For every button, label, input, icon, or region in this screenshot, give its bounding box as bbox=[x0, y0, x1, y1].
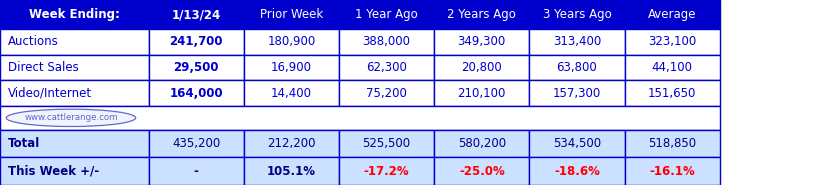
Bar bbox=[244, 130, 339, 157]
Text: 210,100: 210,100 bbox=[458, 87, 506, 100]
Bar bbox=[0, 157, 149, 185]
Text: Prior Week: Prior Week bbox=[260, 8, 323, 21]
Text: 16,900: 16,900 bbox=[271, 61, 312, 74]
Text: 180,900: 180,900 bbox=[267, 36, 316, 48]
Bar bbox=[339, 157, 434, 185]
Text: 241,700: 241,700 bbox=[170, 36, 223, 48]
Bar bbox=[149, 80, 244, 106]
Bar bbox=[149, 55, 244, 80]
Bar bbox=[529, 80, 625, 106]
Text: 525,500: 525,500 bbox=[362, 137, 411, 150]
Text: -16.1%: -16.1% bbox=[650, 165, 695, 178]
Bar bbox=[434, 130, 529, 157]
Bar bbox=[149, 0, 244, 29]
Bar bbox=[0, 0, 149, 29]
Bar bbox=[625, 157, 720, 185]
Bar bbox=[339, 0, 434, 29]
Text: 534,500: 534,500 bbox=[553, 137, 601, 150]
Text: 62,300: 62,300 bbox=[367, 61, 407, 74]
Ellipse shape bbox=[7, 109, 135, 127]
Bar bbox=[0, 106, 720, 130]
Bar bbox=[0, 80, 149, 106]
Bar bbox=[625, 130, 720, 157]
Text: 1/13/24: 1/13/24 bbox=[172, 8, 220, 21]
Bar bbox=[0, 29, 149, 55]
Text: 105.1%: 105.1% bbox=[267, 165, 316, 178]
Bar bbox=[529, 130, 625, 157]
Bar bbox=[339, 29, 434, 55]
Bar bbox=[339, 80, 434, 106]
Text: 580,200: 580,200 bbox=[458, 137, 506, 150]
Text: 44,100: 44,100 bbox=[651, 61, 693, 74]
Text: -17.2%: -17.2% bbox=[364, 165, 409, 178]
Bar bbox=[244, 29, 339, 55]
Bar bbox=[625, 0, 720, 29]
Bar bbox=[339, 55, 434, 80]
Bar bbox=[0, 130, 149, 157]
Text: 20,800: 20,800 bbox=[462, 61, 502, 74]
Text: 518,850: 518,850 bbox=[648, 137, 696, 150]
Text: -25.0%: -25.0% bbox=[459, 165, 504, 178]
Text: 75,200: 75,200 bbox=[367, 87, 407, 100]
Bar bbox=[244, 80, 339, 106]
Bar bbox=[434, 157, 529, 185]
Bar bbox=[529, 55, 625, 80]
Text: Direct Sales: Direct Sales bbox=[8, 61, 79, 74]
Text: www.cattlerange.com: www.cattlerange.com bbox=[24, 113, 118, 122]
Text: -: - bbox=[194, 165, 199, 178]
Text: Average: Average bbox=[648, 8, 696, 21]
Text: 388,000: 388,000 bbox=[362, 36, 411, 48]
Text: Video/Internet: Video/Internet bbox=[8, 87, 93, 100]
Text: 2 Years Ago: 2 Years Ago bbox=[448, 8, 516, 21]
Text: 435,200: 435,200 bbox=[172, 137, 220, 150]
Bar bbox=[434, 55, 529, 80]
Text: 157,300: 157,300 bbox=[553, 87, 601, 100]
Bar bbox=[244, 157, 339, 185]
Text: 63,800: 63,800 bbox=[557, 61, 597, 74]
Text: 29,500: 29,500 bbox=[174, 61, 219, 74]
Bar bbox=[244, 0, 339, 29]
Bar bbox=[149, 130, 244, 157]
Text: 3 Years Ago: 3 Years Ago bbox=[543, 8, 611, 21]
Text: 164,000: 164,000 bbox=[170, 87, 223, 100]
Bar bbox=[625, 55, 720, 80]
Bar bbox=[625, 80, 720, 106]
Bar bbox=[339, 130, 434, 157]
Text: 349,300: 349,300 bbox=[458, 36, 506, 48]
Bar bbox=[244, 55, 339, 80]
Text: -18.6%: -18.6% bbox=[554, 165, 600, 178]
Bar bbox=[149, 29, 244, 55]
Text: This Week +/-: This Week +/- bbox=[8, 165, 99, 178]
Bar bbox=[529, 0, 625, 29]
Text: 313,400: 313,400 bbox=[553, 36, 601, 48]
Bar bbox=[434, 80, 529, 106]
Text: 151,650: 151,650 bbox=[648, 87, 696, 100]
Bar bbox=[149, 157, 244, 185]
Bar bbox=[529, 157, 625, 185]
Text: 1 Year Ago: 1 Year Ago bbox=[355, 8, 418, 21]
Bar bbox=[434, 0, 529, 29]
Bar bbox=[625, 29, 720, 55]
Bar bbox=[529, 29, 625, 55]
Text: Auctions: Auctions bbox=[8, 36, 59, 48]
Text: 212,200: 212,200 bbox=[267, 137, 316, 150]
Text: Week Ending:: Week Ending: bbox=[29, 8, 119, 21]
Text: 14,400: 14,400 bbox=[271, 87, 312, 100]
Bar bbox=[0, 55, 149, 80]
Text: 323,100: 323,100 bbox=[648, 36, 696, 48]
Bar bbox=[434, 29, 529, 55]
Text: Total: Total bbox=[8, 137, 41, 150]
